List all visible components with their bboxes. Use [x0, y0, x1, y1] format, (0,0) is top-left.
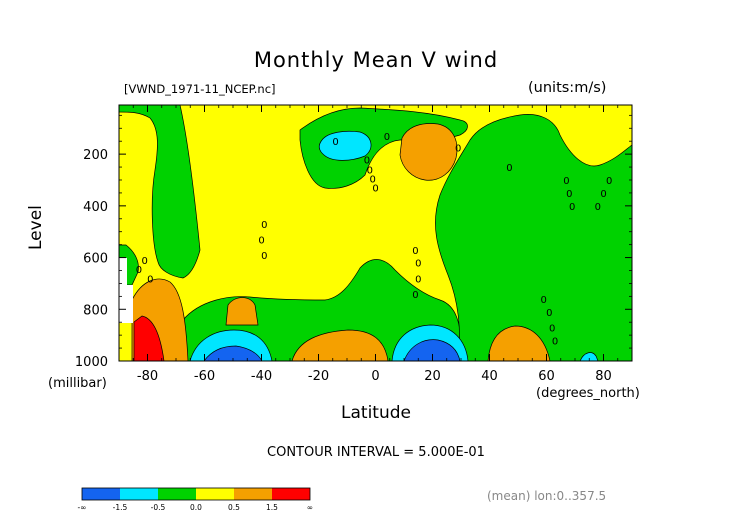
- y-tick-label: 600: [83, 252, 108, 267]
- contour-label: 0: [546, 308, 552, 319]
- contour-label: 0: [552, 336, 558, 347]
- contour-label: 0: [141, 256, 147, 267]
- x-axis-label: Latitude: [341, 403, 411, 423]
- colorbar-label: -1.5: [113, 503, 128, 512]
- colorbar-bin: [272, 488, 310, 500]
- x-tick-label: 60: [538, 369, 555, 384]
- contour-fill-cyan-nh-right: [579, 352, 599, 361]
- contour-label: 0: [415, 259, 421, 270]
- filled-contours: [119, 105, 632, 361]
- y-tick-label: 200: [83, 148, 108, 163]
- contour-label: 0: [384, 132, 390, 143]
- contour-fill-sh-green: [119, 105, 201, 279]
- contour-label: 0: [372, 184, 378, 195]
- contour-fill-orange-eq-surface: [291, 329, 389, 361]
- contour-label: 0: [147, 274, 153, 285]
- x-tick-label: 80: [595, 369, 612, 384]
- contour-fill-orange-nh-surface: [487, 325, 551, 361]
- x-tick-label: 40: [481, 369, 498, 384]
- contour-label: 0: [549, 323, 555, 334]
- colorbar-bin: [120, 488, 158, 500]
- averaging-info: (mean) lon:0..357.5: [487, 489, 607, 503]
- x-axis-units: (degrees_north): [536, 386, 640, 401]
- y-tick-label: 400: [83, 200, 108, 215]
- x-tick-label: -20: [308, 369, 329, 384]
- contour-fill-blue-nh-surface: [403, 339, 461, 361]
- contour-fill-orange-sh-mid: [225, 297, 259, 326]
- colorbar-bin: [82, 488, 120, 500]
- contour-label: 0: [364, 155, 370, 166]
- contour-label: 0: [136, 265, 142, 276]
- contour-fill-blue-sh-surface: [203, 345, 263, 361]
- contour-label: 0: [261, 220, 267, 231]
- contour-label: 0: [506, 163, 512, 174]
- contour-fill-cyan-upper: [318, 130, 372, 161]
- contour-label: 0: [412, 246, 418, 257]
- units-label: (units:m/s): [528, 80, 607, 96]
- missing-data-region: [119, 258, 133, 323]
- contour-label: 0: [258, 235, 264, 246]
- x-tick-label: -80: [137, 369, 158, 384]
- contour-label: 0: [261, 251, 267, 262]
- contour-label: 0: [540, 295, 546, 306]
- colorbar-label: 0.0: [190, 503, 202, 512]
- file-label: [VWND_1971-11_NCEP.nc]: [124, 82, 276, 96]
- colorbar-label: -0.5: [151, 503, 166, 512]
- colorbar-label: 1.5: [266, 503, 278, 512]
- contour-fill-nh-green: [435, 114, 632, 361]
- chart-title: Monthly Mean V wind: [253, 48, 499, 72]
- x-tick-label: 0: [371, 369, 379, 384]
- y-tick-label: 1000: [75, 355, 108, 370]
- contour-label: 0: [415, 274, 421, 285]
- x-tick-label: -40: [251, 369, 272, 384]
- contour-label: 0: [566, 189, 572, 200]
- contour-label: 0: [369, 175, 375, 186]
- colorbar: -∞ -1.5 -0.5 0.0 0.5 1.5 ∞: [78, 487, 313, 512]
- contour-label: 0: [455, 144, 461, 155]
- contour-label: 0: [595, 202, 601, 213]
- contour-label: 0: [606, 176, 612, 187]
- x-tick-label: 20: [424, 369, 441, 384]
- colorbar-frame: [81, 487, 311, 501]
- contour-label: 0: [600, 189, 606, 200]
- y-axis-units: (millibar): [48, 376, 107, 391]
- contour-label: 0: [367, 166, 373, 177]
- contour-interval: CONTOUR INTERVAL = 5.000E-01: [267, 445, 485, 460]
- colorbar-bin: [196, 488, 234, 500]
- y-tick-label: 800: [83, 303, 108, 318]
- contour-label: 0: [412, 290, 418, 301]
- contour-fill-orange-upper-nh: [399, 123, 458, 181]
- contour-label: 0: [569, 202, 575, 213]
- colorbar-label: -∞: [78, 503, 87, 512]
- contour-label: 0: [563, 176, 569, 187]
- contour-label: 0: [332, 137, 338, 148]
- axes: -80 -60 -40 -20 0 20 40 60 80 200 400 600 800 1000: [75, 105, 633, 384]
- x-tick-label: -60: [194, 369, 215, 384]
- colorbar-bin: [234, 488, 272, 500]
- colorbar-bin: [158, 488, 196, 500]
- colorbar-label: ∞: [307, 503, 313, 512]
- colorbar-label: 0.5: [228, 503, 240, 512]
